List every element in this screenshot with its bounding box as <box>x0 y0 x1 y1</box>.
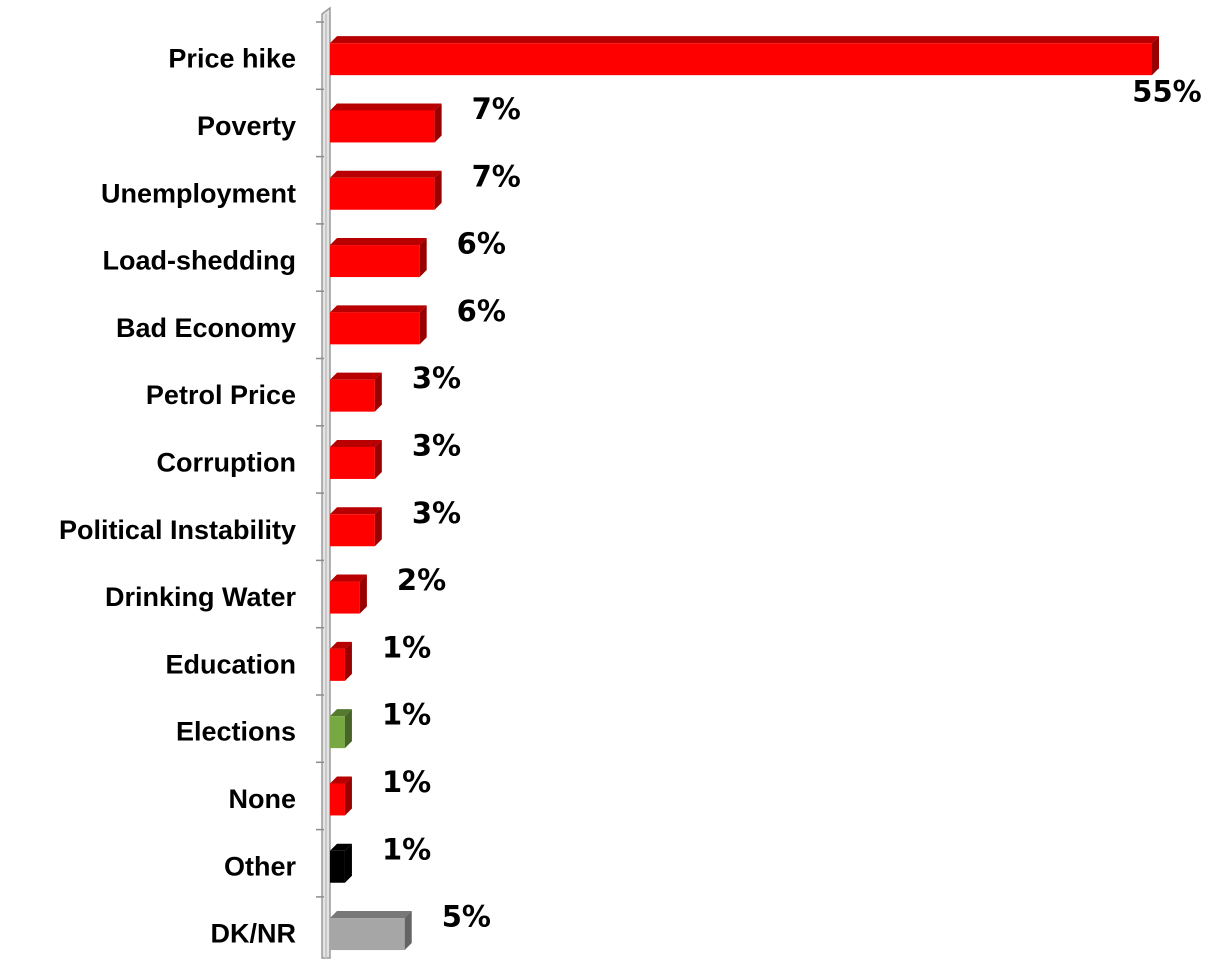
bar <box>330 305 427 345</box>
bar-top-face <box>330 305 427 313</box>
bar-front-face <box>330 110 435 143</box>
value-label: 6% <box>457 227 506 261</box>
bar-top-face <box>330 641 352 649</box>
bar-front-face <box>330 446 375 479</box>
bar <box>330 103 442 143</box>
bar-top-face <box>330 238 427 246</box>
category-label: Unemployment <box>101 178 296 208</box>
category-label: Poverty <box>197 111 296 141</box>
bar-top-face <box>330 103 442 111</box>
bar <box>330 911 412 951</box>
bar <box>330 574 367 614</box>
bar-front-face <box>330 43 1152 76</box>
bar-side-face <box>344 641 352 681</box>
bar-front-face <box>330 783 345 816</box>
bar-front-face <box>330 312 420 345</box>
bar-front-face <box>330 918 405 951</box>
bar <box>330 170 442 210</box>
bar-side-face <box>344 776 352 816</box>
bar-side-face <box>344 709 352 749</box>
bar-side-face <box>374 439 382 479</box>
bar-front-face <box>330 514 375 547</box>
bar-side-face <box>404 911 412 951</box>
bar-top-face <box>330 709 352 717</box>
bar-side-face <box>419 238 427 278</box>
bar-side-face <box>419 305 427 345</box>
bar <box>330 507 382 547</box>
bar-side-face <box>359 574 367 614</box>
bar-front-face <box>330 245 420 278</box>
value-label: 5% <box>442 900 491 934</box>
category-label: DK/NR <box>211 919 297 949</box>
bar-side-face <box>374 507 382 547</box>
category-label: Other <box>224 851 297 881</box>
category-label: Petrol Price <box>146 380 296 410</box>
bar-top-face <box>330 36 1159 44</box>
bar-front-face <box>330 379 375 412</box>
value-label: 7% <box>472 92 521 126</box>
bar-front-face <box>330 177 435 210</box>
bar-side-face <box>374 372 382 412</box>
bar-side-face <box>344 843 352 883</box>
value-label: 3% <box>412 496 461 530</box>
bar-side-face <box>434 103 442 143</box>
category-label: Political Instability <box>59 515 296 545</box>
bar-top-face <box>330 776 352 784</box>
value-label: 3% <box>412 361 461 395</box>
bar-top-face <box>330 574 367 582</box>
category-label: Price hike <box>168 44 296 74</box>
bar-front-face <box>330 648 345 681</box>
category-label: Load-shedding <box>103 246 296 276</box>
bar-front-face <box>330 581 360 614</box>
category-label: Corruption <box>157 447 296 477</box>
category-label: None <box>229 784 297 814</box>
y-axis-wall <box>316 6 331 959</box>
bar-top-face <box>330 170 442 178</box>
bar <box>330 776 352 816</box>
bar-front-face <box>330 716 345 749</box>
value-label: 1% <box>382 832 431 866</box>
value-label: 3% <box>412 428 461 462</box>
value-label: 1% <box>382 698 431 732</box>
value-label: 55% <box>1132 75 1201 109</box>
bar-top-face <box>330 911 412 919</box>
bar <box>330 641 352 681</box>
bar <box>330 709 352 749</box>
bar-side-face <box>434 170 442 210</box>
category-labels: Price hike Poverty Unemployment Load-sheddi… <box>59 44 297 949</box>
category-label: Education <box>165 649 296 679</box>
bar-top-face <box>330 372 382 380</box>
value-label: 1% <box>382 630 431 664</box>
value-label: 6% <box>457 294 506 328</box>
bar <box>330 36 1159 76</box>
bar <box>330 439 382 479</box>
bar-series <box>330 36 1159 951</box>
category-label: Bad Economy <box>116 313 296 343</box>
category-label: Elections <box>176 717 296 747</box>
bar <box>330 843 352 883</box>
bar <box>330 238 427 278</box>
value-labels: 55% 7% 7% 6% 6% 3% 3% 3% 2% 1% 1% 1% 1% 5% <box>382 75 1202 934</box>
bar-front-face <box>330 850 345 883</box>
bar-top-face <box>330 843 352 851</box>
value-label: 2% <box>397 563 446 597</box>
category-label: Drinking Water <box>105 582 297 612</box>
bar-side-face <box>1152 36 1159 76</box>
value-label: 1% <box>382 765 431 799</box>
bar <box>330 372 382 412</box>
bar-top-face <box>330 507 382 515</box>
value-label: 7% <box>472 159 521 193</box>
bar-top-face <box>330 439 382 447</box>
